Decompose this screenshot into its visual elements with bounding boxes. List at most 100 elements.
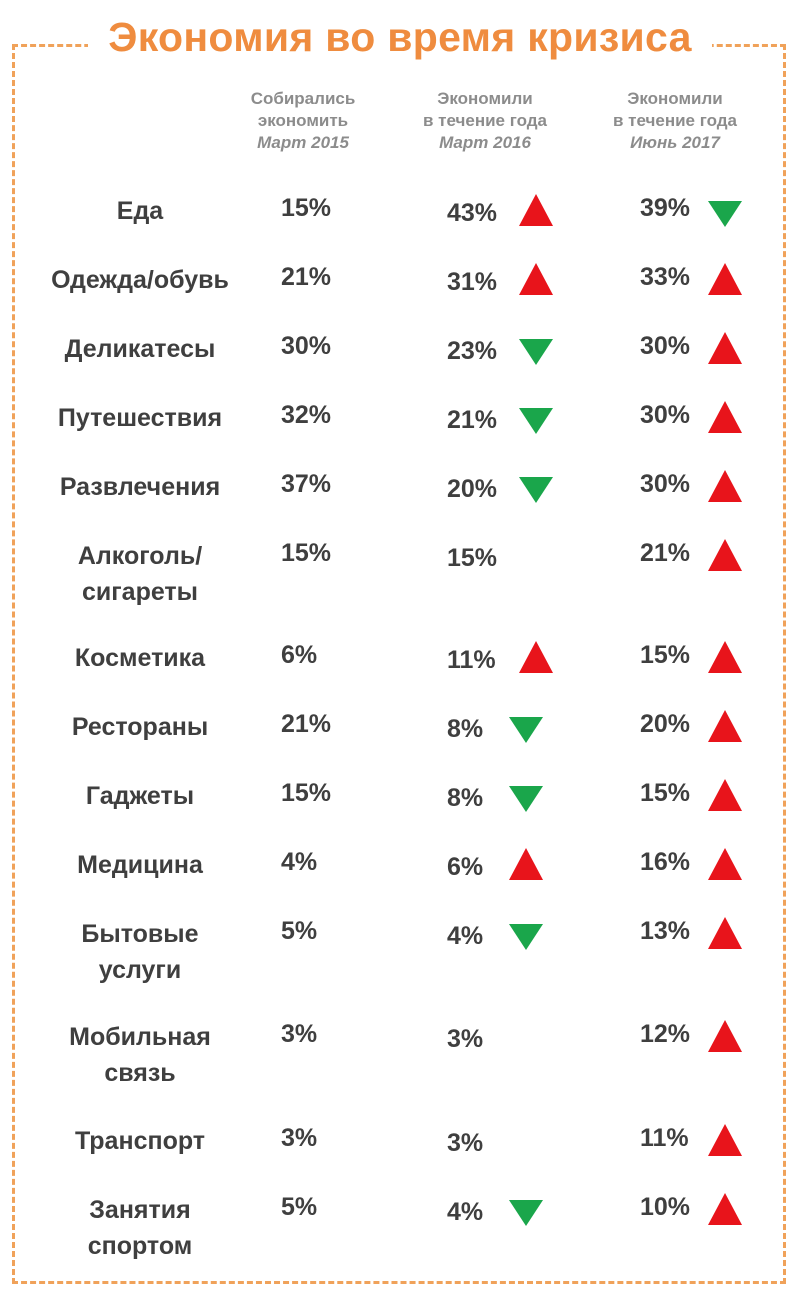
row-label-line: Деликатесы	[64, 335, 216, 363]
triangle-up-icon	[708, 848, 742, 880]
value-cell: 4%	[447, 922, 484, 950]
row-label-line: Бытовые	[81, 920, 199, 948]
value-cell: 33%	[640, 263, 691, 291]
value-cell: 6%	[281, 641, 318, 669]
column-header-3: Экономили в течение года Июнь 2017	[575, 88, 775, 154]
triangle-up-icon	[708, 332, 742, 364]
up-triangle-mark	[708, 779, 742, 811]
up-triangle-mark	[708, 1020, 742, 1052]
row-label-line: Развлечения	[59, 473, 221, 501]
column-header-line: Экономили	[437, 89, 533, 108]
triangle-up-icon	[708, 641, 742, 673]
triangle-up-icon	[708, 1020, 742, 1052]
triangle-up-icon	[519, 641, 553, 673]
triangle-down-icon	[519, 408, 553, 434]
row-label: Транспорт	[20, 1123, 260, 1159]
value-cell: 32%	[281, 401, 332, 429]
up-triangle-mark	[708, 401, 742, 433]
value-cell: 3%	[447, 1129, 484, 1157]
row-label-line: Еда	[116, 197, 164, 225]
down-triangle-mark	[708, 201, 742, 227]
up-triangle-mark	[519, 194, 553, 226]
triangle-up-icon	[708, 401, 742, 433]
down-triangle-mark	[509, 717, 543, 743]
triangle-down-icon	[519, 339, 553, 365]
up-triangle-mark	[708, 1193, 742, 1225]
triangle-down-icon	[708, 201, 742, 227]
value-cell: 30%	[281, 332, 332, 360]
value-cell: 30%	[640, 332, 691, 360]
value-cell: 6%	[447, 853, 484, 881]
triangle-up-icon	[708, 263, 742, 295]
value-cell: 43%	[447, 199, 498, 227]
row-label: Мобильная связь	[20, 1019, 260, 1091]
row-label-line: Путешествия	[57, 404, 223, 432]
value-cell: 15%	[281, 539, 332, 567]
column-header-line: Собирались	[250, 89, 356, 108]
triangle-up-icon	[519, 263, 553, 295]
row-label-line: Косметика	[74, 644, 206, 672]
row-label-line: Одежда/обувь	[51, 266, 229, 294]
up-triangle-mark	[708, 848, 742, 880]
value-cell: 21%	[640, 539, 691, 567]
triangle-down-icon	[509, 1200, 543, 1226]
value-cell: 5%	[281, 1193, 318, 1221]
down-triangle-mark	[519, 408, 553, 434]
value-cell: 4%	[281, 848, 318, 876]
value-cell: 8%	[447, 715, 484, 743]
triangle-up-icon	[708, 917, 742, 949]
row-label-line: услуги	[98, 956, 182, 984]
triangle-down-icon	[519, 477, 553, 503]
value-cell: 3%	[281, 1124, 318, 1152]
column-header-line: в течение года	[422, 111, 547, 130]
triangle-up-icon	[708, 1193, 742, 1225]
up-triangle-mark	[708, 1124, 742, 1156]
triangle-down-icon	[509, 717, 543, 743]
value-cell: 13%	[640, 917, 691, 945]
up-triangle-mark	[519, 641, 553, 673]
down-triangle-mark	[519, 339, 553, 365]
up-triangle-mark	[708, 263, 742, 295]
triangle-up-icon	[509, 848, 543, 880]
value-cell: 11%	[640, 1124, 689, 1152]
value-cell: 3%	[447, 1025, 484, 1053]
value-cell: 4%	[447, 1198, 484, 1226]
triangle-up-icon	[708, 779, 742, 811]
value-cell: 8%	[447, 784, 484, 812]
value-cell: 21%	[281, 710, 332, 738]
column-header-1: Собирались экономить Март 2015	[203, 88, 403, 154]
down-triangle-mark	[509, 786, 543, 812]
triangle-up-icon	[708, 539, 742, 571]
row-label-line: Мобильная	[69, 1023, 211, 1051]
value-cell: 15%	[447, 544, 498, 572]
value-cell: 15%	[281, 779, 332, 807]
column-header-line: в течение года	[612, 111, 737, 130]
value-cell: 10%	[640, 1193, 691, 1221]
column-header-2: Экономили в течение года Март 2016	[385, 88, 585, 154]
row-label: Медицина	[20, 847, 260, 883]
row-label: Еда	[20, 193, 260, 229]
row-label: Занятия спортом	[20, 1192, 260, 1264]
value-cell: 12%	[640, 1020, 691, 1048]
value-cell: 31%	[447, 268, 498, 296]
column-header-period: Март 2016	[439, 133, 531, 152]
up-triangle-mark	[519, 263, 553, 295]
value-cell: 16%	[640, 848, 691, 876]
down-triangle-mark	[509, 924, 543, 950]
value-cell: 15%	[281, 194, 332, 222]
row-label: Путешествия	[20, 400, 260, 436]
up-triangle-mark	[708, 710, 742, 742]
column-header-line: экономить	[257, 111, 349, 130]
value-cell: 3%	[281, 1020, 318, 1048]
value-cell: 37%	[281, 470, 332, 498]
row-label-line: Транспорт	[74, 1127, 206, 1155]
row-label: Бытовые услуги	[20, 916, 260, 988]
row-label-line: спортом	[87, 1232, 193, 1260]
value-cell: 11%	[447, 646, 496, 674]
title-wrap: Экономия во время кризиса	[0, 14, 800, 61]
value-cell: 5%	[281, 917, 318, 945]
value-cell: 15%	[640, 779, 691, 807]
row-label-line: сигареты	[81, 578, 199, 606]
row-label: Рестораны	[20, 709, 260, 745]
row-label: Косметика	[20, 640, 260, 676]
